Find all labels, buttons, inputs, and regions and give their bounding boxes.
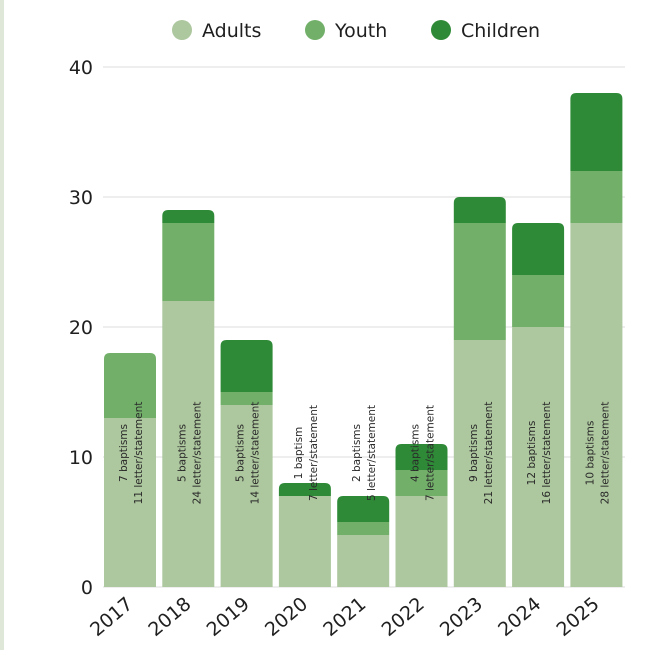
bar-label-2024: 12 baptisms 16 letter/statement — [526, 402, 553, 505]
bar-2023-adults — [453, 340, 506, 587]
bar-label-2024-line-1: 12 baptisms — [526, 421, 538, 486]
bar-label-2020: 1 baptism 7 letter/statement — [293, 405, 320, 501]
bar-2019-youth — [220, 392, 273, 405]
x-tick-2021: 2021 — [319, 593, 370, 641]
x-tick-2022: 2022 — [378, 593, 429, 641]
bar-2024-adults — [512, 327, 565, 587]
bar-label-2021: 2 baptisms 5 letter/statement — [351, 405, 378, 501]
bar-label-2023-line-1: 9 baptisms — [468, 424, 480, 482]
bar-label-2022-line-1: 4 baptisms — [410, 424, 422, 482]
bar-2022-youth — [395, 470, 448, 496]
chart-frame: Adults Youth Children 0 10 20 30 40 7 baptisms… — [4, 0, 669, 650]
bar-2020-children — [278, 483, 331, 496]
bar-2025-youth — [570, 171, 623, 223]
bar-label-2025-line-2: 28 letter/statement — [599, 402, 611, 505]
bar-label-2019-line-2: 14 letter/statement — [250, 402, 262, 505]
bar-label-2021-line-1: 2 baptisms — [351, 424, 363, 482]
bar-2018-adults — [162, 301, 215, 587]
bar-2021-children — [337, 496, 390, 522]
bar-label-2020-line-1: 1 baptism — [293, 427, 305, 480]
bar-label-2017-line-1: 7 baptisms — [118, 424, 130, 482]
bar-label-2017: 7 baptisms 11 letter/statement — [118, 402, 145, 505]
bar-label-2022-line-2: 7 letter/statement — [425, 405, 437, 501]
legend-swatch-children — [431, 20, 451, 40]
bars — [104, 93, 623, 587]
x-axis: 2017 2018 2019 2020 2021 2022 2023 2024 2025 — [86, 593, 604, 641]
bar-2022-children — [395, 444, 448, 470]
x-tick-2023: 2023 — [436, 593, 487, 641]
bar-2020-adults — [278, 496, 331, 587]
bar-label-2020-line-2: 7 letter/statement — [308, 405, 320, 501]
bar-label-2023-line-2: 21 letter/statement — [483, 402, 495, 505]
bar-2017-adults — [104, 418, 156, 587]
x-tick-2024: 2024 — [494, 593, 545, 641]
bar-2024-youth — [512, 275, 565, 327]
bar-2023-children — [453, 197, 506, 223]
y-tick-10: 10 — [69, 447, 93, 469]
y-tick-0: 0 — [81, 577, 93, 599]
bar-2024-children — [512, 223, 565, 275]
bar-label-2025: 10 baptisms 28 letter/statement — [584, 402, 611, 505]
legend-swatch-adults — [172, 20, 192, 40]
bar-label-2024-line-2: 16 letter/statement — [541, 402, 553, 505]
bar-labels: 7 baptisms 11 letter/statement 5 baptisms 2… — [118, 402, 611, 505]
x-tick-2019: 2019 — [203, 593, 254, 641]
y-axis: 0 10 20 30 40 — [69, 57, 93, 599]
x-tick-2018: 2018 — [144, 593, 195, 641]
bar-2022-adults — [395, 496, 448, 587]
legend-swatch-youth — [305, 20, 325, 40]
y-tick-30: 30 — [69, 187, 93, 209]
bar-label-2017-line-2: 11 letter/statement — [133, 402, 145, 505]
y-tick-20: 20 — [69, 317, 93, 339]
bar-2018-youth — [162, 223, 215, 301]
bar-2017-youth — [104, 353, 156, 418]
bar-label-2025-line-1: 10 baptisms — [584, 421, 596, 486]
bar-label-2018-line-1: 5 baptisms — [176, 424, 188, 482]
x-tick-2020: 2020 — [261, 593, 312, 641]
legend-label-youth: Youth — [334, 20, 387, 42]
bar-label-2023: 9 baptisms 21 letter/statement — [468, 402, 495, 505]
bar-2021-youth — [337, 522, 390, 535]
x-tick-2025: 2025 — [552, 593, 603, 641]
bar-2019-adults — [220, 405, 273, 587]
bar-2023-youth — [453, 223, 506, 340]
y-tick-40: 40 — [69, 57, 93, 79]
x-tick-2017: 2017 — [86, 593, 137, 641]
bar-label-2021-line-2: 5 letter/statement — [366, 405, 378, 501]
bar-2025-adults — [570, 223, 623, 587]
bar-label-2018: 5 baptisms 24 letter/statement — [176, 402, 203, 505]
bar-label-2018-line-2: 24 letter/statement — [191, 402, 203, 505]
bar-label-2019-line-1: 5 baptisms — [235, 424, 247, 482]
bar-label-2019: 5 baptisms 14 letter/statement — [235, 402, 262, 505]
bar-2025-children — [570, 93, 623, 171]
bar-label-2022: 4 baptisms 7 letter/statement — [410, 405, 437, 501]
legend-label-adults: Adults — [202, 20, 261, 42]
bar-2019-children — [220, 340, 273, 392]
legend-label-children: Children — [461, 20, 540, 42]
bar-2021-adults — [337, 535, 390, 587]
stacked-bar-chart: Adults Youth Children 0 10 20 30 40 7 baptisms… — [69, 20, 625, 641]
legend: Adults Youth Children — [172, 20, 540, 42]
bar-2018-children — [162, 210, 215, 223]
